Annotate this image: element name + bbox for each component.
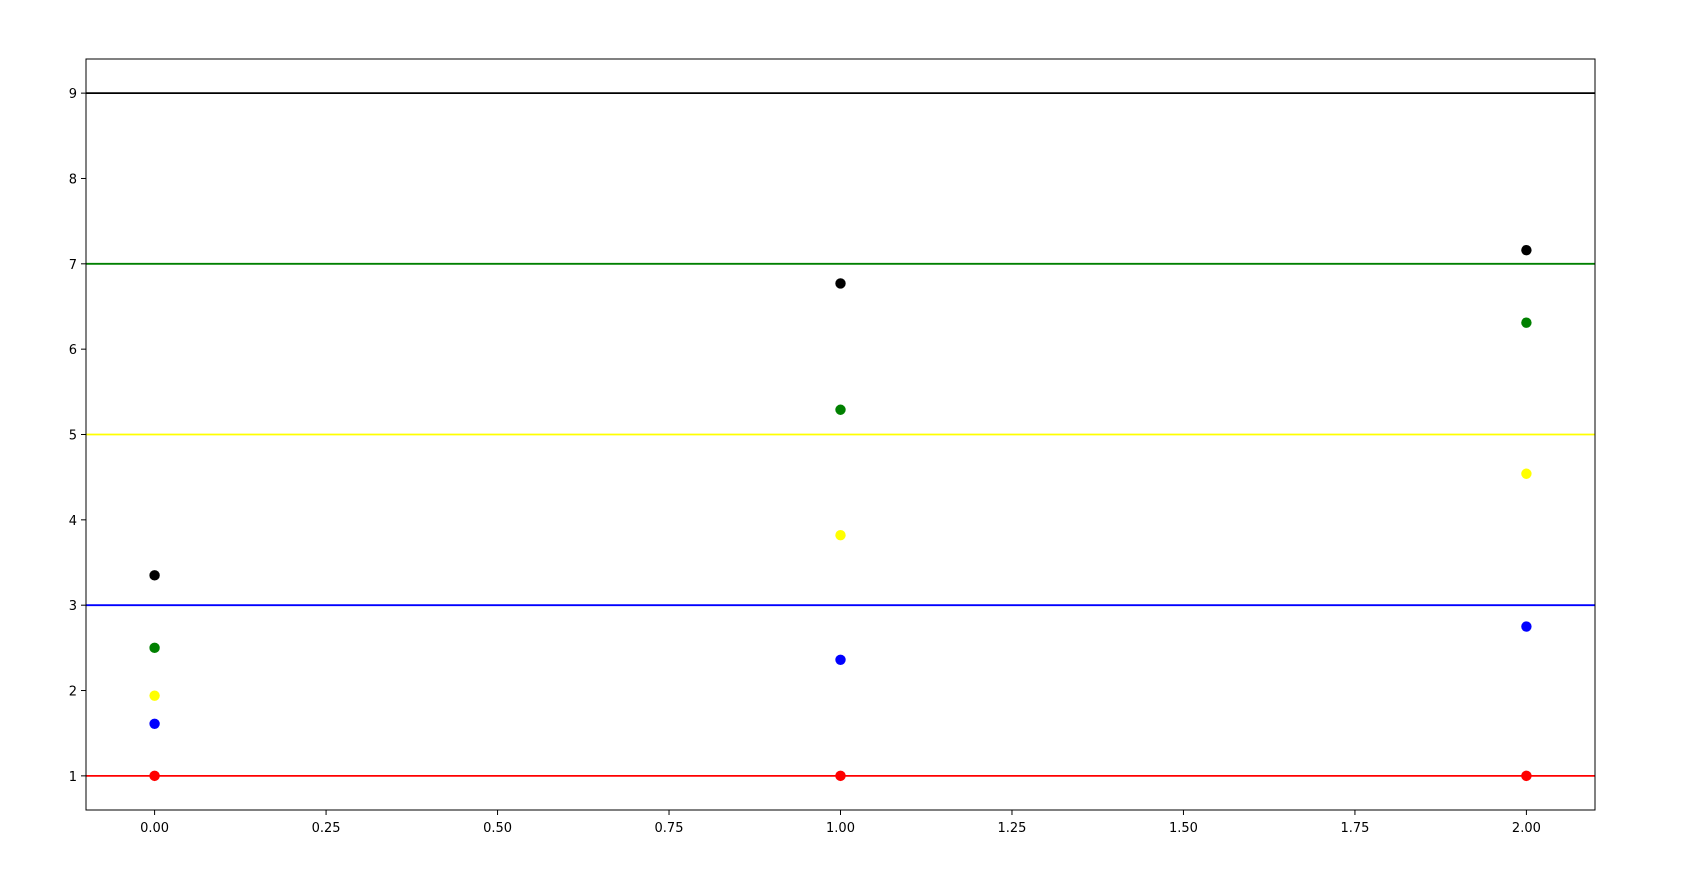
y-tick-label: 7 <box>69 258 77 273</box>
data-point-series-0-2 <box>1521 770 1532 782</box>
data-point-series-0-1 <box>835 770 846 782</box>
data-point-series-2-2 <box>1521 468 1532 479</box>
data-point-series-3-2 <box>1521 317 1532 328</box>
data-point-series-3-1 <box>835 404 846 415</box>
x-tick-label: 0.75 <box>655 821 684 836</box>
y-axis: 1 2 3 4 5 6 7 8 9 <box>69 87 86 785</box>
x-tick-label: 1.75 <box>1340 821 1369 836</box>
y-tick-label: 8 <box>69 172 77 187</box>
data-point-series-2-1 <box>835 530 846 541</box>
y-tick-label: 9 <box>69 87 77 102</box>
x-tick-label: 1.25 <box>998 821 1027 836</box>
y-tick-label: 3 <box>69 599 77 614</box>
data-point-series-1-2 <box>1521 621 1532 632</box>
data-point-series-3-0 <box>149 642 160 654</box>
data-point-series-4-1 <box>835 278 846 289</box>
y-tick-label: 1 <box>69 770 77 785</box>
x-tick-label: 1.00 <box>826 821 855 836</box>
x-tick-label: 0.00 <box>140 821 169 836</box>
reference-lines <box>86 92 1595 777</box>
data-point-series-2-0 <box>149 690 160 701</box>
x-tick-label: 0.25 <box>312 821 341 836</box>
data-point-series-1-0 <box>149 718 160 730</box>
y-tick-label: 6 <box>69 343 77 358</box>
data-point-series-1-1 <box>835 654 846 665</box>
x-axis: 0.00 0.25 0.50 0.75 1.00 1.25 1.50 1.75 2.00 <box>140 810 1541 836</box>
y-tick-label: 4 <box>69 514 77 529</box>
y-tick-label: 2 <box>69 685 77 700</box>
data-points <box>149 244 1532 782</box>
data-point-series-4-2 <box>1521 244 1532 256</box>
data-point-series-0-0 <box>149 770 160 782</box>
x-tick-label: 0.50 <box>483 821 512 836</box>
x-tick-label: 1.50 <box>1169 821 1198 836</box>
x-tick-label: 2.00 <box>1512 821 1541 836</box>
y-tick-label: 5 <box>69 429 77 444</box>
data-point-series-4-0 <box>149 570 160 581</box>
